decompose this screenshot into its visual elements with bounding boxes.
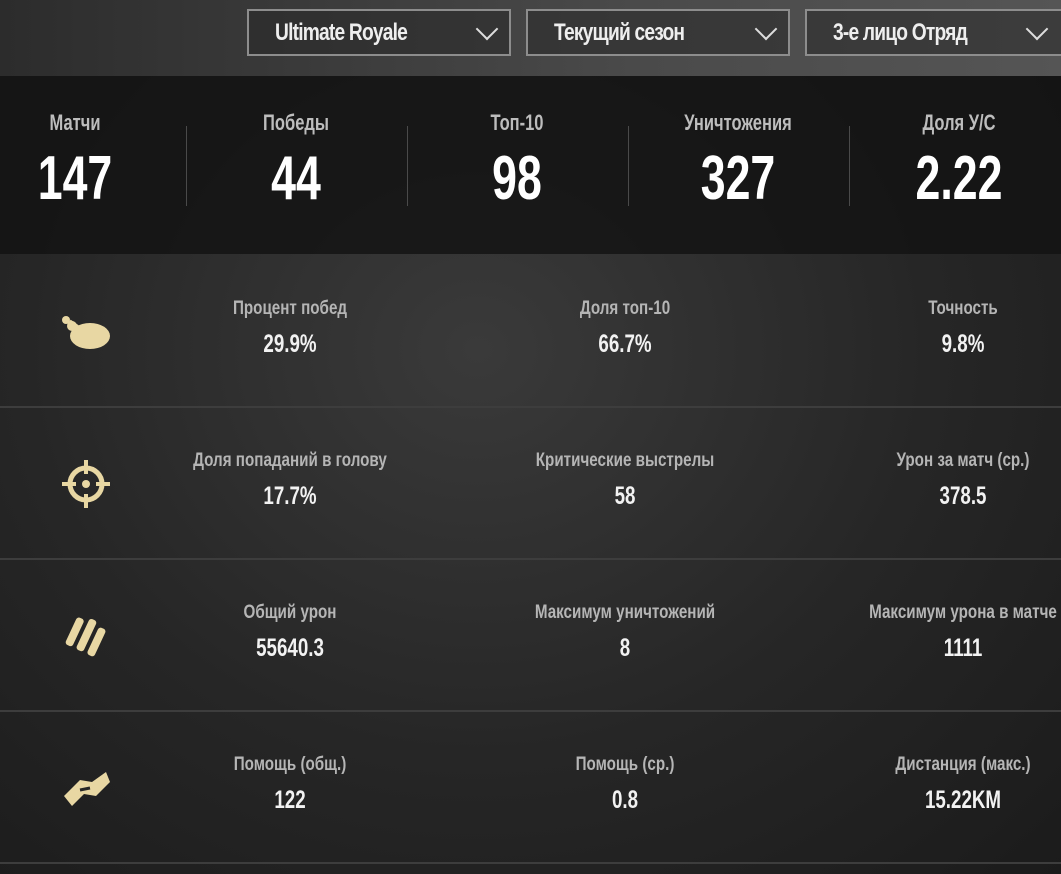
stat-label: Помощь (общ.) — [233, 754, 347, 775]
summary-matches: Матчи 147 — [0, 76, 150, 210]
stat-cell: Дистанция (макс.) 15.22KM — [833, 754, 1061, 815]
summary-label: Уничтожения — [684, 110, 792, 135]
mode-dropdown-label: Ultimate Royale — [275, 18, 408, 46]
stat-value: 9.8% — [941, 330, 985, 358]
summary-value: 2.22 — [915, 144, 1003, 213]
stat-label: Помощь (ср.) — [575, 754, 675, 775]
stat-cell: Доля попаданий в голову 17.7% — [160, 450, 420, 511]
divider — [407, 126, 408, 206]
stat-value: 122 — [274, 786, 306, 814]
stat-cell: Процент побед 29.9% — [160, 298, 420, 359]
stat-cell: Доля топ-10 66.7% — [495, 298, 755, 359]
stat-label: Урон за матч (ср.) — [896, 450, 1030, 471]
stat-cell: Помощь (общ.) 122 — [160, 754, 420, 815]
chicken-icon — [62, 316, 110, 349]
summary-label: Топ-10 — [490, 110, 544, 135]
stat-value: 1111 — [943, 634, 983, 662]
handshake-icon — [64, 772, 110, 806]
summary-label: Матчи — [49, 110, 101, 135]
mode-dropdown[interactable]: Ultimate Royale — [247, 9, 511, 56]
summary-value: 327 — [700, 144, 776, 213]
stats-row: Процент побед 29.9% Доля топ-10 66.7% Точн… — [0, 254, 1061, 408]
bullets-icon — [65, 617, 106, 657]
stat-value: 15.22KM — [924, 786, 1002, 814]
stat-cell: Максимум урона в матче 1111 — [833, 602, 1061, 663]
summary-label: Доля У/С — [922, 110, 996, 135]
divider — [849, 126, 850, 206]
stat-cell: Помощь (ср.) 0.8 — [495, 754, 755, 815]
stat-cell: Критические выстрелы 58 — [495, 450, 755, 511]
filter-bar: Ultimate Royale Текущий сезон 3-е лицо О… — [0, 0, 1061, 76]
summary-value: 44 — [271, 144, 321, 213]
season-dropdown-label: Текущий сезон — [554, 18, 685, 46]
stat-label: Максимум уничтожений — [534, 602, 716, 623]
chevron-down-icon — [1025, 17, 1049, 40]
stat-label: Максимум урона в матче — [869, 602, 1057, 623]
stat-value: 29.9% — [263, 330, 317, 358]
stats-row: Доля попаданий в голову 17.7% Критические… — [0, 406, 1061, 560]
stat-label: Общий урон — [243, 602, 337, 623]
stat-cell: Максимум уничтожений 8 — [495, 602, 755, 663]
stat-value: 66.7% — [598, 330, 652, 358]
stat-label: Доля топ-10 — [579, 298, 671, 319]
summary-wins: Победы 44 — [221, 76, 371, 210]
summary-top10: Топ-10 98 — [442, 76, 592, 210]
stat-label: Дистанция (макс.) — [895, 754, 1031, 775]
divider — [628, 126, 629, 206]
stat-label: Критические выстрелы — [535, 450, 715, 471]
stat-value: 55640.3 — [256, 634, 324, 662]
crosshair-icon — [62, 460, 110, 508]
stats-row: Общий урон 55640.3 Максимум уничтожений 8 … — [0, 558, 1061, 712]
stat-cell: Точность 9.8% — [833, 298, 1061, 359]
stat-value: 378.5 — [939, 482, 987, 510]
summary-stats: Матчи 147 Победы 44 Топ-10 98 Уничтожени… — [0, 76, 1061, 254]
season-dropdown[interactable]: Текущий сезон — [526, 9, 790, 56]
stat-label: Точность — [928, 298, 998, 319]
chevron-down-icon — [754, 17, 778, 40]
summary-kills: Уничтожения 327 — [663, 76, 813, 210]
stat-cell: Общий урон 55640.3 — [160, 602, 420, 663]
stat-value: 8 — [619, 634, 631, 662]
divider — [186, 126, 187, 206]
stat-value: 58 — [614, 482, 636, 510]
summary-kd: Доля У/С 2.22 — [884, 76, 1034, 210]
stat-value: 17.7% — [263, 482, 317, 510]
chevron-down-icon — [475, 17, 499, 40]
stat-label: Доля попаданий в голову — [193, 450, 387, 471]
summary-value: 147 — [37, 144, 113, 213]
stat-value: 0.8 — [611, 786, 639, 814]
perspective-dropdown-label: 3-е лицо Отряд — [833, 18, 968, 46]
stats-row: Помощь (общ.) 122 Помощь (ср.) 0.8 Дистанц… — [0, 710, 1061, 864]
perspective-dropdown[interactable]: 3-е лицо Отряд — [805, 9, 1061, 56]
summary-label: Победы — [263, 110, 329, 135]
stat-cell: Урон за матч (ср.) 378.5 — [833, 450, 1061, 511]
stat-label: Процент побед — [232, 298, 348, 319]
summary-value: 98 — [492, 144, 542, 213]
